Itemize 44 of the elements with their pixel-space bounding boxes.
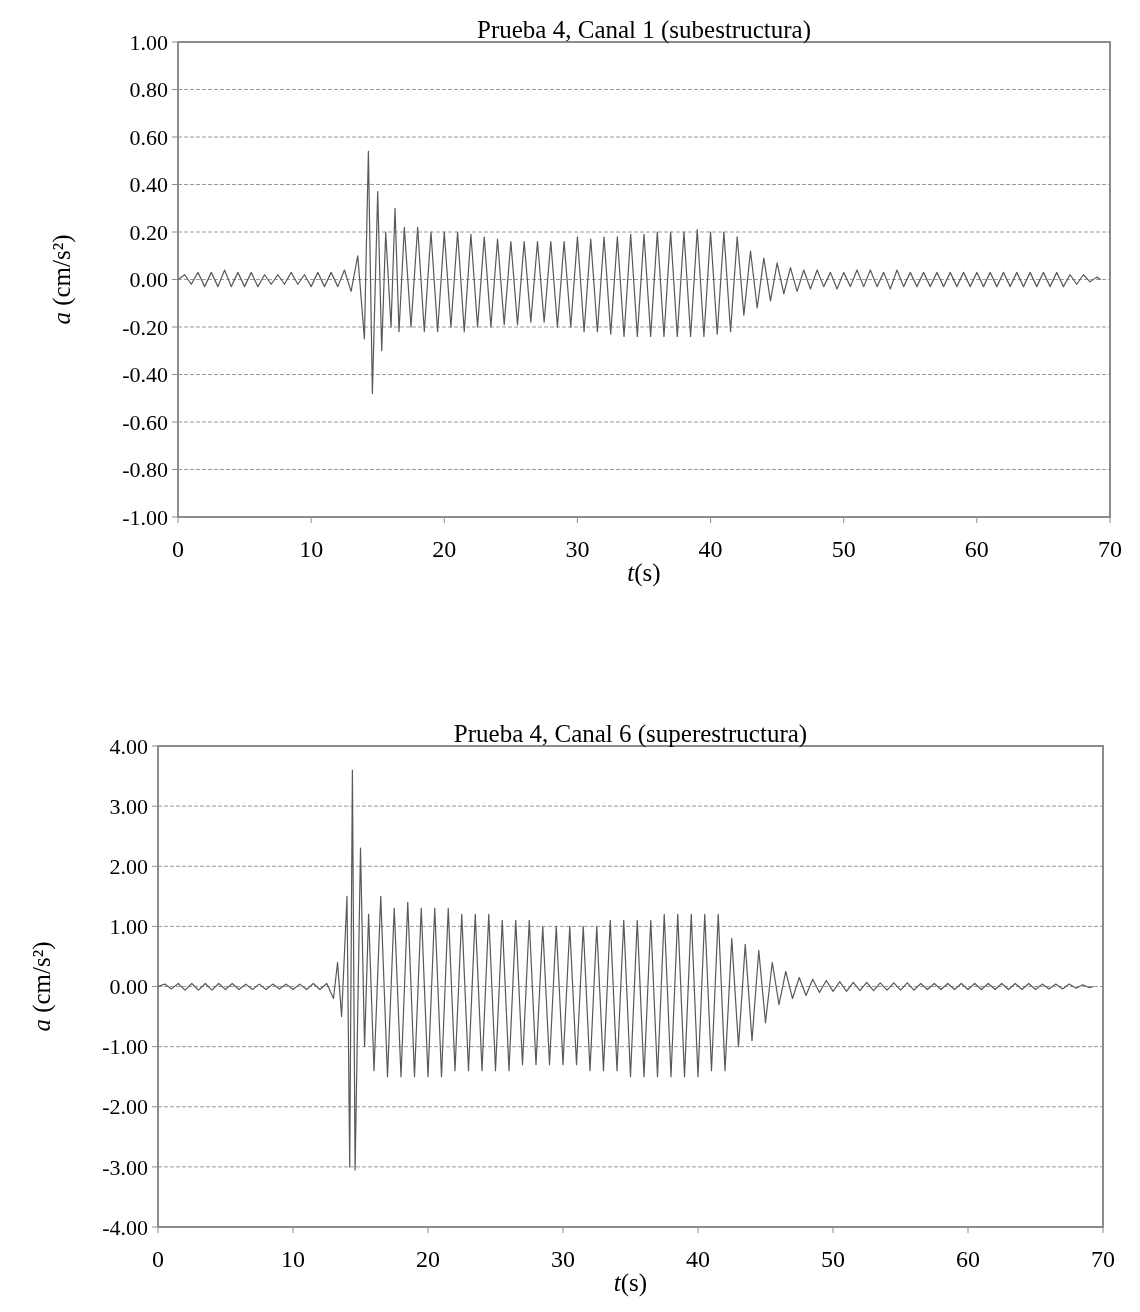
x-tick-label: 60 <box>956 1246 980 1272</box>
x-tick-label: 40 <box>686 1246 710 1272</box>
x-tick-label: 70 <box>1098 536 1122 562</box>
y-tick-label: -0.80 <box>122 457 168 483</box>
y-tick-label: 0.00 <box>129 267 168 293</box>
y-tick-label: 0.20 <box>129 219 168 245</box>
y-tick-label: -0.20 <box>122 314 168 340</box>
y-tick-label: -0.40 <box>122 362 168 388</box>
y-tick-label: -1.00 <box>122 504 168 530</box>
x-tick-label: 60 <box>964 536 989 562</box>
y-tick-label: -3.00 <box>102 1154 148 1180</box>
y-tick-label: -0.60 <box>122 409 168 435</box>
x-tick-label: 30 <box>551 1246 575 1272</box>
y-tick-label: -4.00 <box>102 1214 148 1240</box>
x-tick-label: 40 <box>698 536 723 562</box>
y-tick-label: -2.00 <box>102 1094 148 1120</box>
y-tick-label: 3.00 <box>109 793 148 819</box>
chart-title: Prueba 4, Canal 6 (superestructura) <box>453 720 808 748</box>
x-tick-label: 10 <box>281 1246 305 1272</box>
y-axis-title: a (cm/s²) <box>28 941 56 1032</box>
y-tick-label: 0.80 <box>129 77 168 103</box>
y-tick-label: 1.00 <box>129 29 168 55</box>
x-tick-label: 30 <box>565 536 590 562</box>
chart-title: Prueba 4, Canal 1 (subestructura) <box>477 16 811 44</box>
x-tick-label: 0 <box>152 1246 164 1272</box>
x-tick-label: 50 <box>821 1246 845 1272</box>
y-tick-label: 0.40 <box>129 172 168 198</box>
y-tick-label: -1.00 <box>102 1034 148 1060</box>
y-tick-label: 1.00 <box>109 914 148 940</box>
x-axis-title: t(s) <box>613 1269 648 1297</box>
line-series <box>177 150 1102 395</box>
x-tick-label: 20 <box>432 536 457 562</box>
x-tick-label: 70 <box>1091 1246 1115 1272</box>
x-tick-label: 10 <box>299 536 324 562</box>
x-axis-title: t(s) <box>627 559 661 587</box>
y-tick-label: 4.00 <box>109 733 148 759</box>
y-axis-title: a (cm/s²) <box>48 234 76 325</box>
y-tick-label: 0.00 <box>109 974 148 1000</box>
x-tick-label: 50 <box>831 536 856 562</box>
line-series <box>157 769 1095 1171</box>
x-tick-label: 0 <box>172 536 184 562</box>
y-tick-label: 0.60 <box>129 124 168 150</box>
y-tick-label: 2.00 <box>109 853 148 879</box>
x-tick-label: 20 <box>416 1246 440 1272</box>
